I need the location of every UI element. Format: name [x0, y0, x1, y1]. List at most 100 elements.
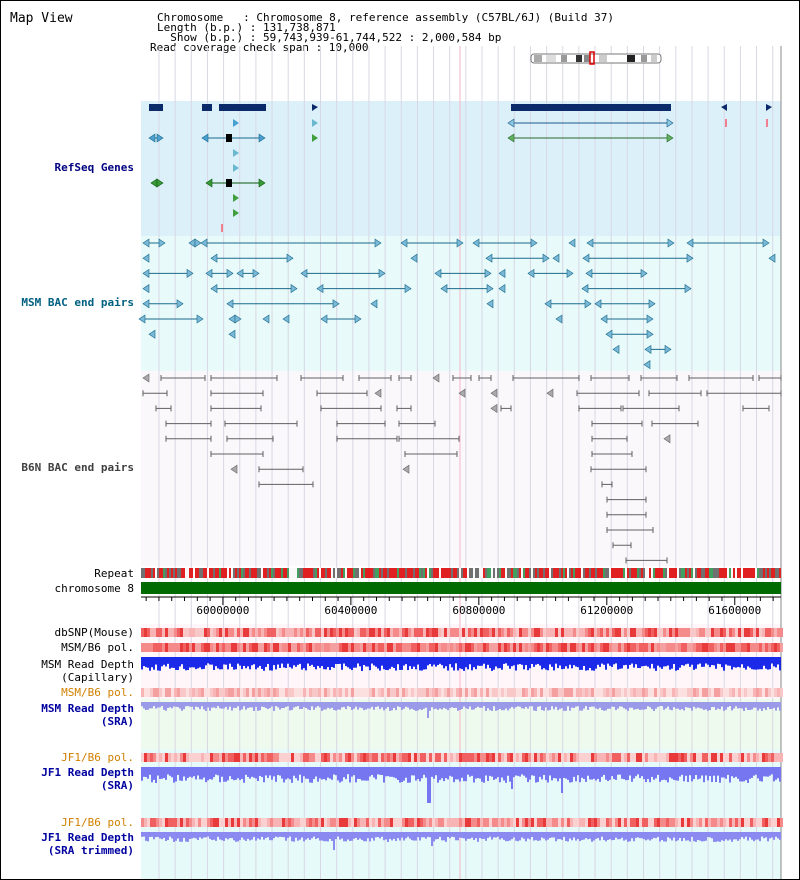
read-depth-bar	[311, 832, 313, 839]
repeat-mark	[537, 568, 539, 578]
polymorphism-mark	[324, 818, 327, 827]
repeat-mark	[329, 568, 331, 578]
read-depth-bar	[719, 832, 721, 842]
polymorphism-mark	[627, 688, 630, 697]
repeat-mark	[653, 568, 655, 578]
read-depth-bar	[413, 767, 415, 776]
read-depth-bar	[261, 767, 263, 778]
read-depth-bar	[763, 767, 765, 777]
read-depth-bar	[511, 702, 513, 707]
read-depth-bar	[517, 702, 519, 707]
read-depth-bar	[271, 657, 273, 671]
read-depth-bar	[143, 832, 145, 837]
msm-bac-pair-start	[210, 253, 218, 263]
polymorphism-mark	[291, 688, 294, 697]
polymorphism-mark	[585, 643, 588, 652]
polymorphism-mark	[324, 643, 327, 652]
polymorphism-mark	[663, 628, 666, 637]
read-depth-bar	[773, 657, 775, 667]
read-depth-bar	[169, 767, 171, 776]
repeat-mark	[609, 568, 611, 578]
read-depth-bar	[533, 702, 535, 711]
polymorphism-mark	[561, 643, 564, 652]
read-depth-bar	[505, 702, 507, 709]
read-depth-bar	[447, 702, 449, 711]
repeat-mark	[763, 568, 765, 578]
read-depth-bar	[751, 832, 753, 840]
read-depth-bar	[547, 657, 549, 671]
polymorphism-mark	[519, 688, 522, 697]
refseq-gene-block	[721, 104, 727, 111]
repeat-mark	[535, 568, 537, 578]
repeat-mark	[597, 568, 599, 578]
polymorphism-mark	[279, 818, 282, 827]
polymorphism-mark	[183, 818, 186, 827]
polymorphism-mark	[603, 643, 606, 652]
repeat-mark	[173, 568, 175, 578]
read-depth-bar	[501, 702, 503, 711]
polymorphism-mark	[294, 818, 297, 827]
read-depth-bar	[475, 702, 477, 708]
polymorphism-mark	[192, 753, 195, 762]
read-depth-bar	[527, 832, 529, 839]
polymorphism-mark	[375, 643, 378, 652]
read-depth-bar	[753, 767, 755, 776]
polymorphism-mark	[708, 628, 711, 637]
read-depth-bar	[457, 832, 459, 841]
read-depth-bar	[253, 832, 255, 837]
read-depth-bar	[255, 702, 257, 707]
polymorphism-mark	[420, 628, 423, 637]
polymorphism-mark	[408, 643, 411, 652]
read-depth-bar	[727, 657, 729, 666]
read-depth-bar	[647, 832, 649, 840]
read-depth-bar	[419, 832, 421, 841]
read-depth-bar	[423, 657, 425, 670]
read-depth-bar	[355, 767, 357, 783]
polymorphism-mark	[309, 753, 312, 762]
polymorphism-mark	[594, 688, 597, 697]
polymorphism-mark	[516, 753, 519, 762]
msm-bac-pair-start	[400, 238, 408, 248]
polymorphism-mark	[384, 628, 387, 637]
polymorphism-mark	[582, 628, 585, 637]
read-depth-bar	[441, 767, 443, 779]
read-depth-bar	[659, 657, 661, 668]
read-depth-bar	[227, 657, 229, 670]
polymorphism-mark	[333, 628, 336, 637]
read-depth-bar	[767, 832, 769, 842]
polymorphism-mark	[246, 643, 249, 652]
read-depth-bar	[177, 767, 179, 775]
polymorphism-mark	[765, 643, 768, 652]
read-depth-bar	[387, 702, 389, 708]
read-depth-bar	[745, 832, 747, 837]
read-depth-bar	[757, 702, 759, 711]
polymorphism-mark	[261, 753, 264, 762]
polymorphism-mark	[687, 643, 690, 652]
read-depth-bar	[311, 702, 313, 707]
read-depth-bar	[515, 767, 517, 776]
polymorphism-mark	[450, 818, 453, 827]
read-depth-bar	[667, 657, 669, 666]
polymorphism-mark	[684, 643, 687, 652]
polymorphism-mark	[543, 688, 546, 697]
read-depth-bar	[417, 832, 419, 838]
read-depth-bar	[511, 767, 513, 789]
read-depth-bar	[635, 832, 637, 838]
repeat-mark	[459, 568, 461, 578]
read-depth-bar	[597, 702, 599, 710]
read-depth-bar	[667, 767, 669, 783]
polymorphism-mark	[357, 688, 360, 697]
polymorphism-mark	[465, 688, 468, 697]
read-depth-bar	[773, 767, 775, 782]
read-depth-bar	[279, 702, 281, 710]
polymorphism-mark	[438, 688, 441, 697]
polymorphism-mark	[420, 753, 423, 762]
read-depth-bar	[451, 767, 453, 777]
read-depth-bar	[533, 832, 535, 841]
polymorphism-mark	[327, 643, 330, 652]
polymorphism-mark	[429, 688, 432, 697]
read-depth-bar	[157, 832, 159, 837]
polymorphism-mark	[456, 628, 459, 637]
read-depth-bar	[331, 832, 333, 841]
